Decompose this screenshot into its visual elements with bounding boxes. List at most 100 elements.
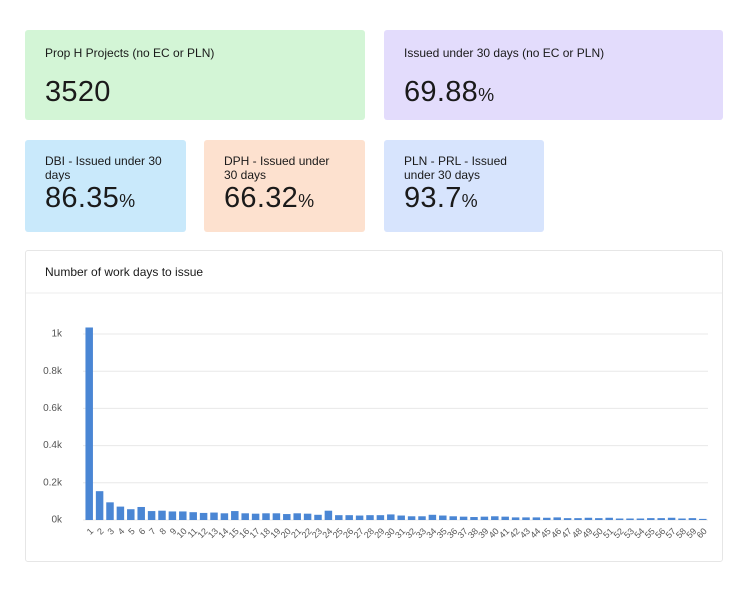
bar bbox=[553, 517, 561, 520]
bar bbox=[615, 518, 624, 520]
kpi-value: 93.7% bbox=[404, 182, 524, 215]
bar bbox=[563, 518, 572, 520]
kpi-unit: % bbox=[119, 191, 136, 211]
x-tick-label: 60 bbox=[695, 526, 709, 540]
bar bbox=[511, 517, 520, 520]
bar bbox=[116, 506, 125, 520]
chart-title: Number of work days to issue bbox=[45, 265, 203, 279]
bar bbox=[688, 518, 697, 520]
bar bbox=[407, 516, 416, 520]
kpi-number: 86.35 bbox=[45, 182, 120, 214]
bar bbox=[189, 512, 197, 520]
bar bbox=[376, 515, 385, 520]
bar bbox=[147, 511, 156, 520]
bar bbox=[231, 511, 239, 520]
bar bbox=[480, 516, 489, 520]
bar bbox=[647, 518, 655, 520]
bar bbox=[574, 518, 582, 520]
bar bbox=[303, 513, 312, 520]
kpi-unit: % bbox=[478, 85, 495, 105]
bar bbox=[470, 517, 478, 520]
bar bbox=[667, 517, 676, 520]
bar bbox=[199, 512, 208, 520]
x-tick-label: 4 bbox=[116, 526, 127, 537]
bar bbox=[584, 517, 593, 520]
bar bbox=[293, 513, 301, 520]
bar bbox=[179, 511, 187, 520]
bar bbox=[251, 513, 260, 520]
kpi-number: 93.7 bbox=[404, 182, 462, 214]
bar bbox=[657, 518, 665, 520]
x-tick-label: 2 bbox=[95, 526, 106, 537]
kpi-number: 66.32 bbox=[224, 182, 299, 214]
x-tick-label: 1 bbox=[85, 526, 96, 537]
bar bbox=[168, 511, 177, 520]
bar bbox=[605, 517, 613, 520]
bar bbox=[439, 515, 447, 520]
kpi-card: DBI - Issued under 30 days 86.35% bbox=[25, 140, 186, 232]
bar bbox=[210, 512, 218, 520]
bar bbox=[137, 506, 145, 520]
bar bbox=[324, 510, 333, 520]
x-tick-label: 6 bbox=[137, 526, 148, 537]
kpi-title: PLN - PRL - Issued under 30 days bbox=[404, 154, 507, 182]
kpi-card: Issued under 30 days (no EC or PLN) 69.8… bbox=[384, 30, 723, 120]
bar bbox=[106, 502, 114, 520]
bar bbox=[335, 515, 343, 520]
bar bbox=[459, 516, 468, 520]
kpi-card: DPH - Issued under 30 days 66.32% bbox=[204, 140, 365, 232]
x-tick-label: 8 bbox=[157, 526, 168, 537]
bar bbox=[491, 516, 499, 520]
kpi-card: Prop H Projects (no EC or PLN) 3520 bbox=[25, 30, 365, 120]
bar bbox=[366, 515, 374, 520]
bar bbox=[272, 513, 281, 520]
bar bbox=[262, 513, 270, 520]
y-tick-label: 0.2k bbox=[43, 477, 63, 488]
bar bbox=[543, 517, 551, 520]
bar bbox=[158, 510, 166, 520]
bar bbox=[314, 514, 322, 520]
bar bbox=[418, 516, 426, 520]
kpi-value: 66.32% bbox=[224, 182, 345, 215]
bar bbox=[699, 518, 707, 520]
x-tick-label: 9 bbox=[168, 526, 179, 537]
bar bbox=[387, 514, 395, 520]
x-tick-label: 5 bbox=[126, 526, 137, 537]
x-tick-label: 3 bbox=[105, 526, 116, 537]
bar bbox=[522, 517, 530, 520]
kpi-value: 69.88% bbox=[404, 76, 703, 109]
y-tick-label: 1k bbox=[51, 329, 63, 340]
kpi-unit: % bbox=[461, 191, 478, 211]
bar bbox=[95, 491, 104, 520]
bar bbox=[397, 515, 405, 520]
y-tick-label: 0.8k bbox=[43, 366, 63, 377]
bar bbox=[355, 515, 364, 520]
kpi-card: PLN - PRL - Issued under 30 days 93.7% bbox=[384, 140, 544, 232]
y-tick-label: 0.6k bbox=[43, 403, 63, 414]
bar bbox=[85, 327, 93, 520]
kpi-unit: % bbox=[298, 191, 315, 211]
kpi-title: Prop H Projects (no EC or PLN) bbox=[45, 46, 215, 60]
bar bbox=[449, 516, 457, 520]
y-tick-label: 0k bbox=[51, 515, 63, 526]
kpi-title: DPH - Issued under 30 days bbox=[224, 154, 330, 182]
bar bbox=[428, 514, 437, 520]
kpi-title: DBI - Issued under 30 days bbox=[45, 154, 162, 182]
bar bbox=[283, 514, 291, 520]
bar bbox=[127, 509, 135, 520]
y-tick-label: 0.4k bbox=[43, 440, 63, 451]
kpi-title: Issued under 30 days (no EC or PLN) bbox=[404, 46, 605, 60]
kpi-number: 3520 bbox=[45, 76, 111, 108]
kpi-number: 69.88 bbox=[404, 76, 479, 108]
bar bbox=[345, 515, 353, 520]
bar bbox=[636, 518, 645, 520]
x-tick-label: 7 bbox=[147, 526, 158, 537]
bar bbox=[532, 517, 541, 520]
bar bbox=[626, 518, 634, 520]
chart: Number of work days to issue 0k 0.2k 0.4k 0… bbox=[26, 265, 722, 540]
bar bbox=[501, 516, 509, 520]
bar bbox=[678, 518, 686, 520]
kpi-value: 86.35% bbox=[45, 182, 166, 215]
bar bbox=[595, 518, 603, 520]
